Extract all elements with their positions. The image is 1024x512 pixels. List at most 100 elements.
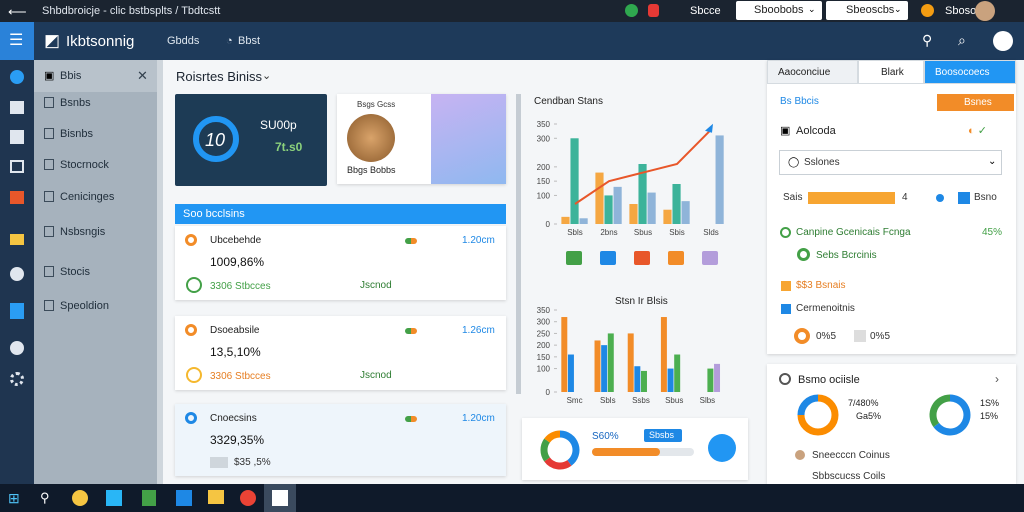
nav-icon [44,300,54,311]
comments: Cermenoitnis [796,303,855,314]
nav-item[interactable]: Stocis [60,266,90,278]
nav-item[interactable]: Cenicinges [60,191,115,203]
bar [570,138,579,224]
list-header: Soo bcclsins [175,204,506,224]
x-tick-label: Smc [567,396,583,405]
dropdown[interactable]: ◯ Sslones ⌄ [779,150,1002,175]
app-header: ☰ ◩ Ikbtsonnig Gbdds ◔ Bbst ⚲ ⌕ [0,22,1024,60]
x-tick-label: Sbus [665,396,683,405]
progress-label: Sais [783,192,803,203]
item-check [186,367,202,383]
hero-sub: 7t.s0 [275,140,303,154]
nav-icon [44,97,54,108]
shape [592,448,694,456]
y-tick-label: 300 [537,318,551,327]
shape [794,328,810,344]
tab[interactable]: Blark [858,60,924,84]
icon[interactable]: › [995,372,999,386]
shape [142,490,156,506]
hero-label: SU00p [260,118,297,132]
y-tick-label: 300 [537,134,551,143]
action-button[interactable] [708,434,736,462]
shape [240,490,256,506]
shape [779,373,791,385]
item-detail: $35 ,5% [234,457,271,468]
nav-link[interactable]: Bbst [238,35,261,47]
item-detail: 3306 Stbcces [210,281,271,292]
icon[interactable]: ⊞ [8,490,20,506]
item-dots [405,416,417,422]
taskbar: ⊞ ⚲ [0,484,1024,512]
x-tick-label: Sbis [669,228,685,237]
shape [10,130,24,144]
money: $$3 Bsnais [796,280,846,291]
nav-item[interactable]: Bsnbs [60,97,91,109]
icon: ⌄ [808,4,816,14]
icon[interactable]: ⚲ [922,32,933,48]
tab-label: Sboobobs [754,4,804,16]
link[interactable]: Bs Bbcis [780,96,819,107]
bar [594,340,601,392]
y-tick-label: 250 [537,329,551,338]
mini-chart [431,94,506,184]
item-dots [405,238,417,244]
menu-button[interactable] [0,22,34,60]
bar [567,354,574,392]
bar [601,345,608,392]
icon[interactable]: ✕ [137,68,148,83]
gauge [193,116,239,162]
button[interactable]: Bsnes [937,94,1014,111]
donut-label: 1S% [980,398,1000,408]
shape [10,372,24,386]
icon: ⌄ [262,70,272,82]
status-text: Sbcce [690,5,721,17]
tab[interactable]: Sbeoscbs ⌄ [826,1,908,20]
icon: ◐ ✓ [968,125,987,137]
nav-panel: ▣ Bbis ✕ [34,60,157,484]
bar [561,216,570,224]
donut-card: S60% Sbsbs [522,418,748,480]
nav-item[interactable]: Bisnbs [60,128,94,140]
y-tick-label: 0 [546,220,551,229]
back-icon[interactable]: ⟵ [8,4,27,19]
tab-label: Sbeoscbs [846,4,895,16]
icon[interactable]: ⌕ [958,32,966,48]
dropdown-label: Sslones [804,157,840,168]
icon: ◩ [44,31,61,50]
y-tick-label: 350 [537,306,551,315]
y-tick-label: 0 [546,388,551,397]
goal-label: Canpine Gcenicais Fcnga [796,227,911,238]
tab[interactable]: Boosocoecs [924,60,1016,84]
tab[interactable]: Sboobobs ⌄ [736,1,822,20]
icon: ✓ [977,125,987,137]
nav-link[interactable]: Gbdds [167,35,200,47]
chart-title: Cendban Stans [534,96,603,107]
nav-item[interactable]: Nsbsngis [60,226,106,238]
bar [667,368,674,392]
stat: 0%5 [870,331,891,342]
bar [613,186,622,224]
bar [634,366,641,392]
shape [795,450,805,460]
nav-item[interactable]: Stocrnock [60,159,109,171]
progress-tag: Bsno [974,192,997,203]
x-tick-label: Slds [703,228,719,237]
bar [595,172,604,224]
icon: ⚲ [40,490,50,505]
nav-item[interactable]: Speoldion [60,300,109,312]
y-tick-label: 150 [537,353,551,362]
brand: Ikbtsonnig [66,33,135,50]
donut-label: 7/480% [848,398,879,408]
x-tick-label: Sbus [634,228,652,237]
shape [10,160,24,173]
x-tick-label: 2bns [600,228,617,237]
bar [663,209,672,224]
profile-button[interactable] [993,31,1013,51]
list-title: Soo bcclsins [183,208,245,220]
item-check [186,277,202,293]
scrollbar [157,60,163,484]
tab[interactable]: Aaoconciue [767,60,858,84]
card-row: Sneecccn Coinus [812,450,890,461]
icon: ▣ [44,70,55,82]
